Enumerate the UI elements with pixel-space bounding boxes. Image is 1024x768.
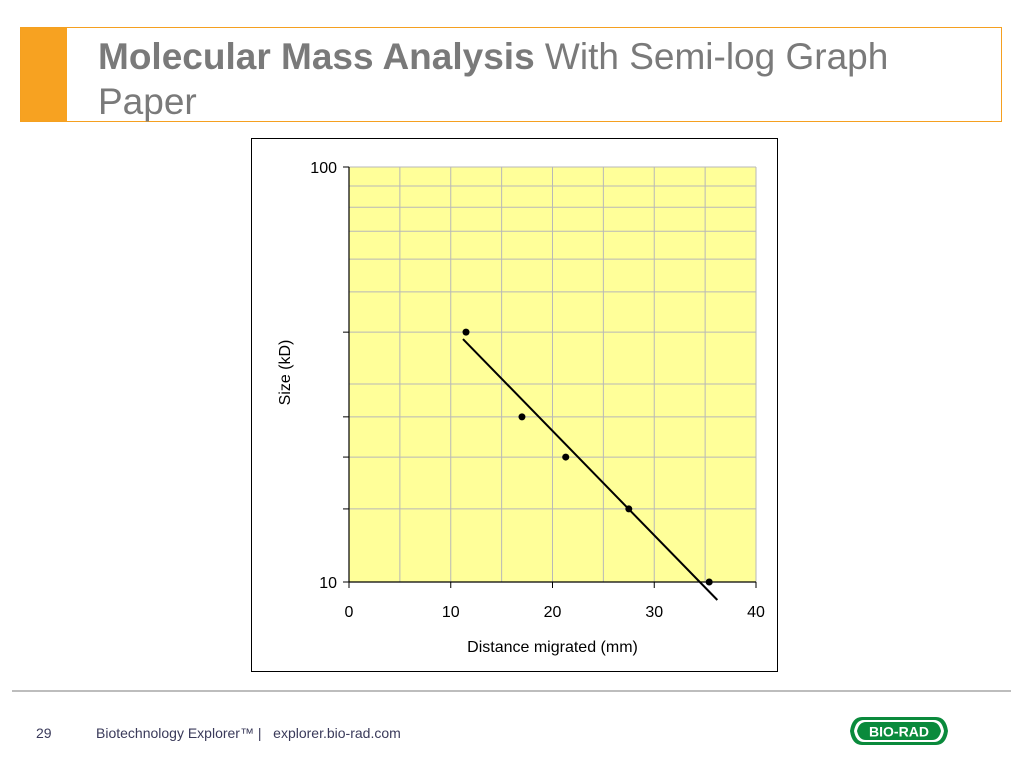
- y-tick-label: 10: [319, 575, 337, 592]
- slide-title: Molecular Mass Analysis With Semi-log Gr…: [98, 34, 978, 124]
- footer-product: Biotechnology Explorer™ |: [96, 725, 262, 741]
- data-points: [462, 328, 713, 586]
- x-tick-label: 10: [442, 604, 460, 621]
- bio-rad-logo: BIO-RAD: [850, 717, 948, 745]
- title-accent-bar: [21, 28, 67, 121]
- x-tick-label: 20: [544, 604, 562, 621]
- page-number: 29: [36, 725, 52, 741]
- tick-labels: 0 10 20 30 40 100 10: [310, 160, 765, 621]
- chart-svg: 0 10 20 30 40 100 10 Distance migrated (mm) Si…: [277, 160, 765, 656]
- chart-frame: 0 10 20 30 40 100 10 Distance migrated (mm) Si…: [251, 138, 778, 672]
- x-tick-label: 30: [645, 604, 663, 621]
- data-point: [625, 505, 633, 513]
- slide-title-bold: Molecular Mass Analysis: [98, 36, 535, 77]
- footer-url[interactable]: explorer.bio-rad.com: [273, 725, 401, 741]
- data-point: [562, 453, 570, 461]
- x-tick-label: 0: [345, 604, 354, 621]
- logo-core: [857, 722, 941, 740]
- y-tick-label: 100: [310, 160, 337, 177]
- data-point: [518, 413, 526, 421]
- data-point: [705, 578, 713, 586]
- logo-text: BIO-RAD: [869, 724, 929, 740]
- title-box: Molecular Mass Analysis With Semi-log Gr…: [20, 27, 1002, 122]
- x-tick-label: 40: [747, 604, 765, 621]
- footer-text: Biotechnology Explorer™ | explorer.bio-r…: [96, 725, 401, 741]
- y-axis-label: Size (kD): [277, 340, 294, 406]
- data-point: [462, 328, 470, 336]
- tick-marks: [343, 166, 757, 588]
- trendline: [462, 338, 719, 601]
- x-axis-label: Distance migrated (mm): [467, 639, 638, 656]
- slide-title-rest: With Semi-log Graph Paper: [98, 36, 889, 122]
- footer-divider: [12, 690, 1011, 692]
- grid-lines: [349, 166, 757, 582]
